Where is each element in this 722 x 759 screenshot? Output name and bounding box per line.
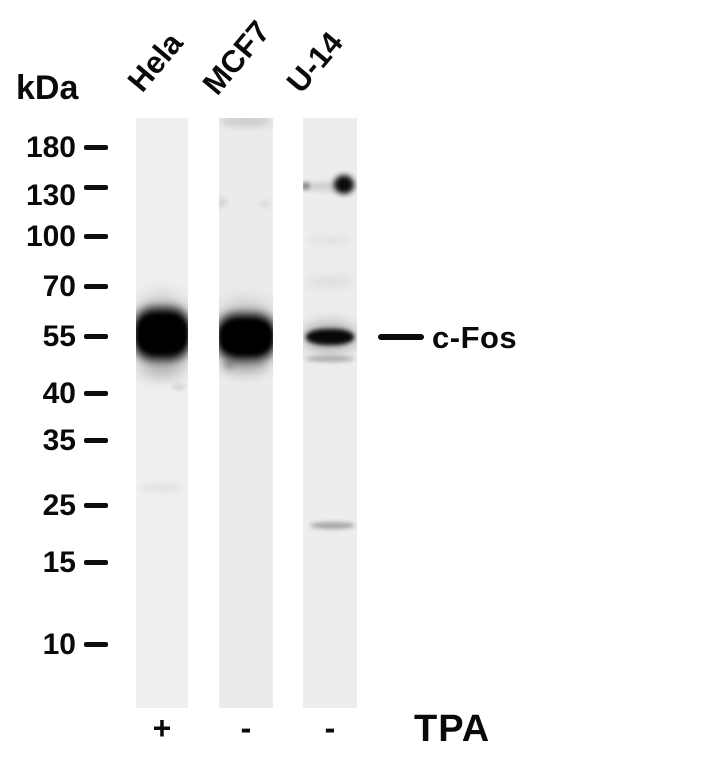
marker-tick-40 bbox=[84, 391, 108, 396]
protein-band bbox=[305, 356, 355, 362]
protein-band bbox=[305, 276, 355, 288]
protein-band bbox=[219, 198, 227, 207]
treatment-symbol-u-14: - bbox=[324, 710, 336, 746]
protein-band bbox=[136, 296, 188, 374]
marker-label-40: 40 bbox=[42, 377, 76, 410]
marker-label-70: 70 bbox=[42, 270, 76, 303]
protein-band bbox=[172, 384, 186, 390]
marker-tick-10 bbox=[84, 642, 108, 647]
lane-name-u-14: U-14 bbox=[279, 25, 350, 100]
protein-band bbox=[303, 182, 310, 190]
target-protein-label: c-Fos bbox=[432, 320, 518, 355]
marker-tick-180 bbox=[84, 145, 108, 150]
protein-band bbox=[334, 175, 354, 194]
marker-tick-35 bbox=[84, 438, 108, 443]
kda-unit-label: kDa bbox=[16, 69, 79, 107]
protein-band bbox=[307, 236, 353, 244]
protein-band bbox=[219, 358, 269, 374]
lane-name-hela: Hela bbox=[120, 25, 190, 99]
protein-band bbox=[310, 522, 355, 529]
protein-band bbox=[219, 314, 273, 360]
marker-label-130: 130 bbox=[25, 179, 76, 212]
protein-band bbox=[219, 302, 273, 368]
protein-band bbox=[306, 329, 354, 345]
treatment-name-label: TPA bbox=[414, 708, 491, 750]
marker-tick-55 bbox=[84, 334, 108, 339]
marker-label-180: 180 bbox=[25, 131, 76, 164]
marker-label-15: 15 bbox=[42, 546, 76, 579]
blot-lane-hela bbox=[136, 118, 188, 708]
marker-tick-100 bbox=[84, 234, 108, 239]
marker-tick-15 bbox=[84, 560, 108, 565]
protein-band bbox=[138, 365, 186, 377]
protein-band bbox=[140, 484, 184, 491]
protein-band bbox=[137, 315, 187, 353]
treatment-symbol-mcf7: - bbox=[240, 710, 252, 746]
lane-name-mcf7: MCF7 bbox=[195, 14, 277, 102]
blot-lane-mcf7 bbox=[219, 118, 273, 708]
protein-band bbox=[303, 323, 357, 351]
protein-band bbox=[303, 182, 357, 191]
protein-band bbox=[220, 320, 272, 354]
treatment-symbol-hela: + bbox=[152, 710, 172, 746]
marker-label-25: 25 bbox=[42, 489, 76, 522]
protein-band bbox=[136, 308, 188, 360]
marker-label-35: 35 bbox=[42, 424, 76, 457]
marker-tick-130 bbox=[84, 185, 108, 190]
blot-lane-u-14 bbox=[303, 118, 357, 708]
marker-label-10: 10 bbox=[42, 628, 76, 661]
marker-tick-25 bbox=[84, 503, 108, 508]
protein-band bbox=[260, 200, 269, 208]
marker-tick-70 bbox=[84, 284, 108, 289]
target-band-pointer-dash bbox=[378, 334, 424, 340]
protein-band bbox=[224, 361, 234, 369]
marker-label-100: 100 bbox=[25, 220, 76, 253]
marker-label-55: 55 bbox=[42, 320, 76, 353]
protein-band bbox=[221, 118, 271, 126]
